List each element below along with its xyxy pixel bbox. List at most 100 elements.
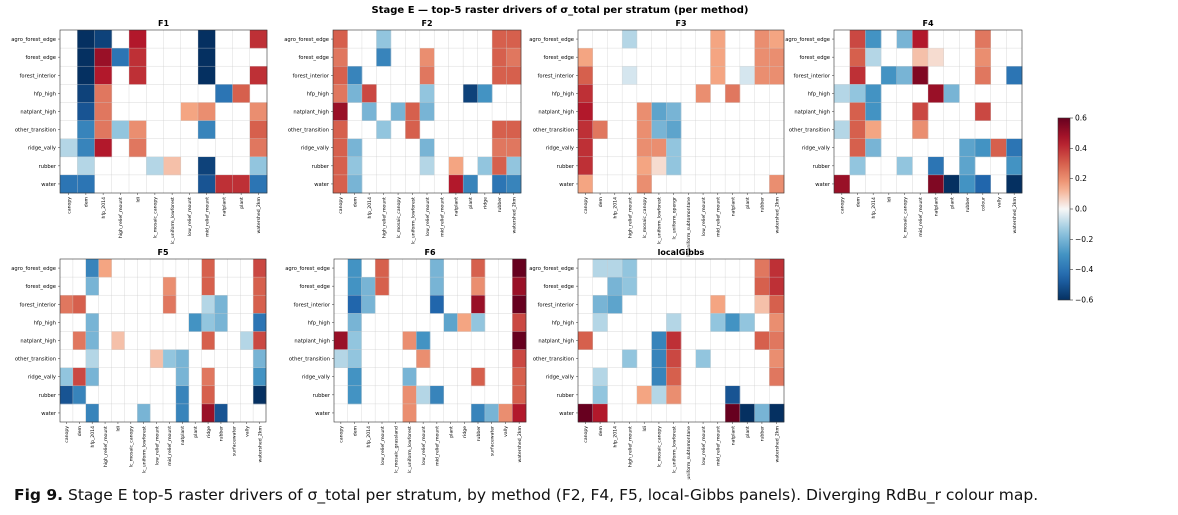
- heatmap-cell: [975, 102, 991, 121]
- heatmap-cell: [85, 403, 99, 423]
- row-label: natplant_high: [20, 110, 56, 116]
- heatmap-cell: [390, 102, 406, 121]
- heatmap-cell: [443, 313, 458, 332]
- row-label: agro_forest_edge: [11, 266, 56, 272]
- heatmap-cell: [849, 120, 866, 139]
- heatmap-cell: [471, 367, 486, 387]
- row-label: ridge_vally: [28, 146, 56, 152]
- row-label: water: [41, 411, 57, 417]
- heatmap-cell: [405, 120, 421, 139]
- heatmap-cell: [990, 138, 1007, 158]
- figure-caption: Fig 9. Stage E top-5 raster drivers of σ…: [14, 486, 1174, 504]
- heatmap-cell: [333, 30, 348, 49]
- row-label: ridge_vally: [301, 146, 329, 152]
- heatmap-cell: [201, 403, 215, 423]
- heatmap-cell: [725, 385, 741, 405]
- heatmap-cell: [249, 174, 268, 194]
- heatmap-cell: [666, 385, 682, 405]
- row-label: forest_interior: [794, 73, 831, 79]
- heatmap-cell: [865, 84, 882, 103]
- heatmap-cell: [512, 277, 527, 296]
- column-label: dem: [84, 196, 90, 207]
- heatmap-cell: [739, 403, 755, 423]
- heatmap-cell: [416, 385, 431, 405]
- heatmap-cell: [232, 84, 251, 103]
- row-label: water: [559, 182, 575, 188]
- column-label: surfacewater: [490, 426, 496, 456]
- heatmap-cell: [769, 277, 785, 296]
- column-label: watershed_2km: [517, 425, 523, 462]
- heatmap-cell: [253, 277, 267, 296]
- heatmap-cell: [253, 367, 267, 387]
- column-label: natplant: [222, 197, 228, 216]
- heatmap-cell: [754, 331, 770, 350]
- row-label: hfp_high: [552, 91, 574, 97]
- column-label: low_relief_mount: [187, 197, 193, 236]
- heatmap-cell: [419, 138, 435, 158]
- heatmap-cell: [430, 295, 445, 314]
- heatmap-cell: [60, 174, 78, 194]
- heatmap-cell: [201, 367, 215, 387]
- heatmap-cell: [347, 84, 363, 103]
- row-label: natplant_high: [293, 110, 329, 116]
- heatmap-cell: [405, 102, 421, 121]
- column-label: dem: [352, 196, 358, 207]
- heatmap-cell: [60, 295, 74, 314]
- heatmap-cell: [865, 48, 882, 67]
- heatmap-cell: [607, 259, 623, 278]
- row-label: ridge_vally: [302, 375, 330, 381]
- heatmap-cell: [769, 30, 785, 49]
- heatmap-cell: [249, 156, 268, 176]
- panel-title: F1: [158, 19, 169, 28]
- heatmap-cell: [198, 174, 216, 194]
- heatmap-cell: [710, 48, 726, 67]
- row-label: forest_edge: [298, 55, 329, 61]
- column-label: natplant: [730, 426, 736, 445]
- heatmap-cell: [253, 313, 267, 332]
- heatmap-cell: [240, 331, 254, 350]
- heatmap-cell: [214, 313, 228, 332]
- heatmap-cell: [253, 349, 267, 368]
- heatmap-cell: [249, 30, 268, 49]
- row-label: hfp_high: [808, 91, 830, 97]
- heatmap-cell: [175, 349, 190, 368]
- heatmap-cell: [180, 102, 199, 121]
- heatmap-cell: [94, 48, 113, 67]
- column-label: natplant: [730, 197, 736, 216]
- column-label: mid_relief_mount: [204, 197, 210, 237]
- heatmap-cell: [1006, 174, 1023, 194]
- heatmap-cell: [333, 102, 348, 121]
- heatmap-cell: [636, 385, 652, 405]
- column-label: rubber: [760, 197, 766, 212]
- heatmap-cell: [754, 277, 770, 296]
- caption-text: Stage E top-5 raster drivers of σ_total …: [68, 486, 1039, 504]
- heatmap-cell: [232, 174, 251, 194]
- column-label: watershed_2km: [774, 425, 780, 462]
- heatmap-cell: [60, 385, 74, 405]
- heatmap-cell: [492, 48, 507, 67]
- heatmap-6: F6 agro_forest_edge forest_edge forest_inte…: [285, 248, 527, 473]
- heatmap-cell: [710, 295, 726, 314]
- heatmap-cell: [150, 349, 164, 368]
- column-label: lc_uniform_lowforest: [657, 197, 663, 244]
- heatmap-cell: [249, 120, 268, 139]
- heatmap-7: localGibbs agro_forest_edge forest_edgefor…: [529, 248, 785, 480]
- column-label: natplant: [454, 197, 460, 216]
- heatmap-cell: [375, 259, 390, 278]
- heatmap-cell: [471, 403, 486, 423]
- heatmap-cell: [912, 48, 929, 67]
- column-label: canopy: [339, 197, 344, 214]
- heatmap-cell: [98, 259, 112, 278]
- heatmap-cell: [754, 66, 770, 85]
- row-label: natplant_high: [538, 339, 574, 345]
- heatmap-cell: [347, 313, 362, 332]
- heatmap-cell: [896, 30, 913, 49]
- heatmap-cell: [198, 66, 216, 85]
- heatmap-cell: [506, 156, 522, 176]
- column-label: plant: [468, 197, 474, 209]
- heatmap-cell: [94, 66, 113, 85]
- heatmap-cell: [912, 66, 929, 85]
- heatmap-cell: [492, 156, 507, 176]
- heatmap-cell: [333, 120, 348, 139]
- heatmap-cell: [769, 174, 785, 194]
